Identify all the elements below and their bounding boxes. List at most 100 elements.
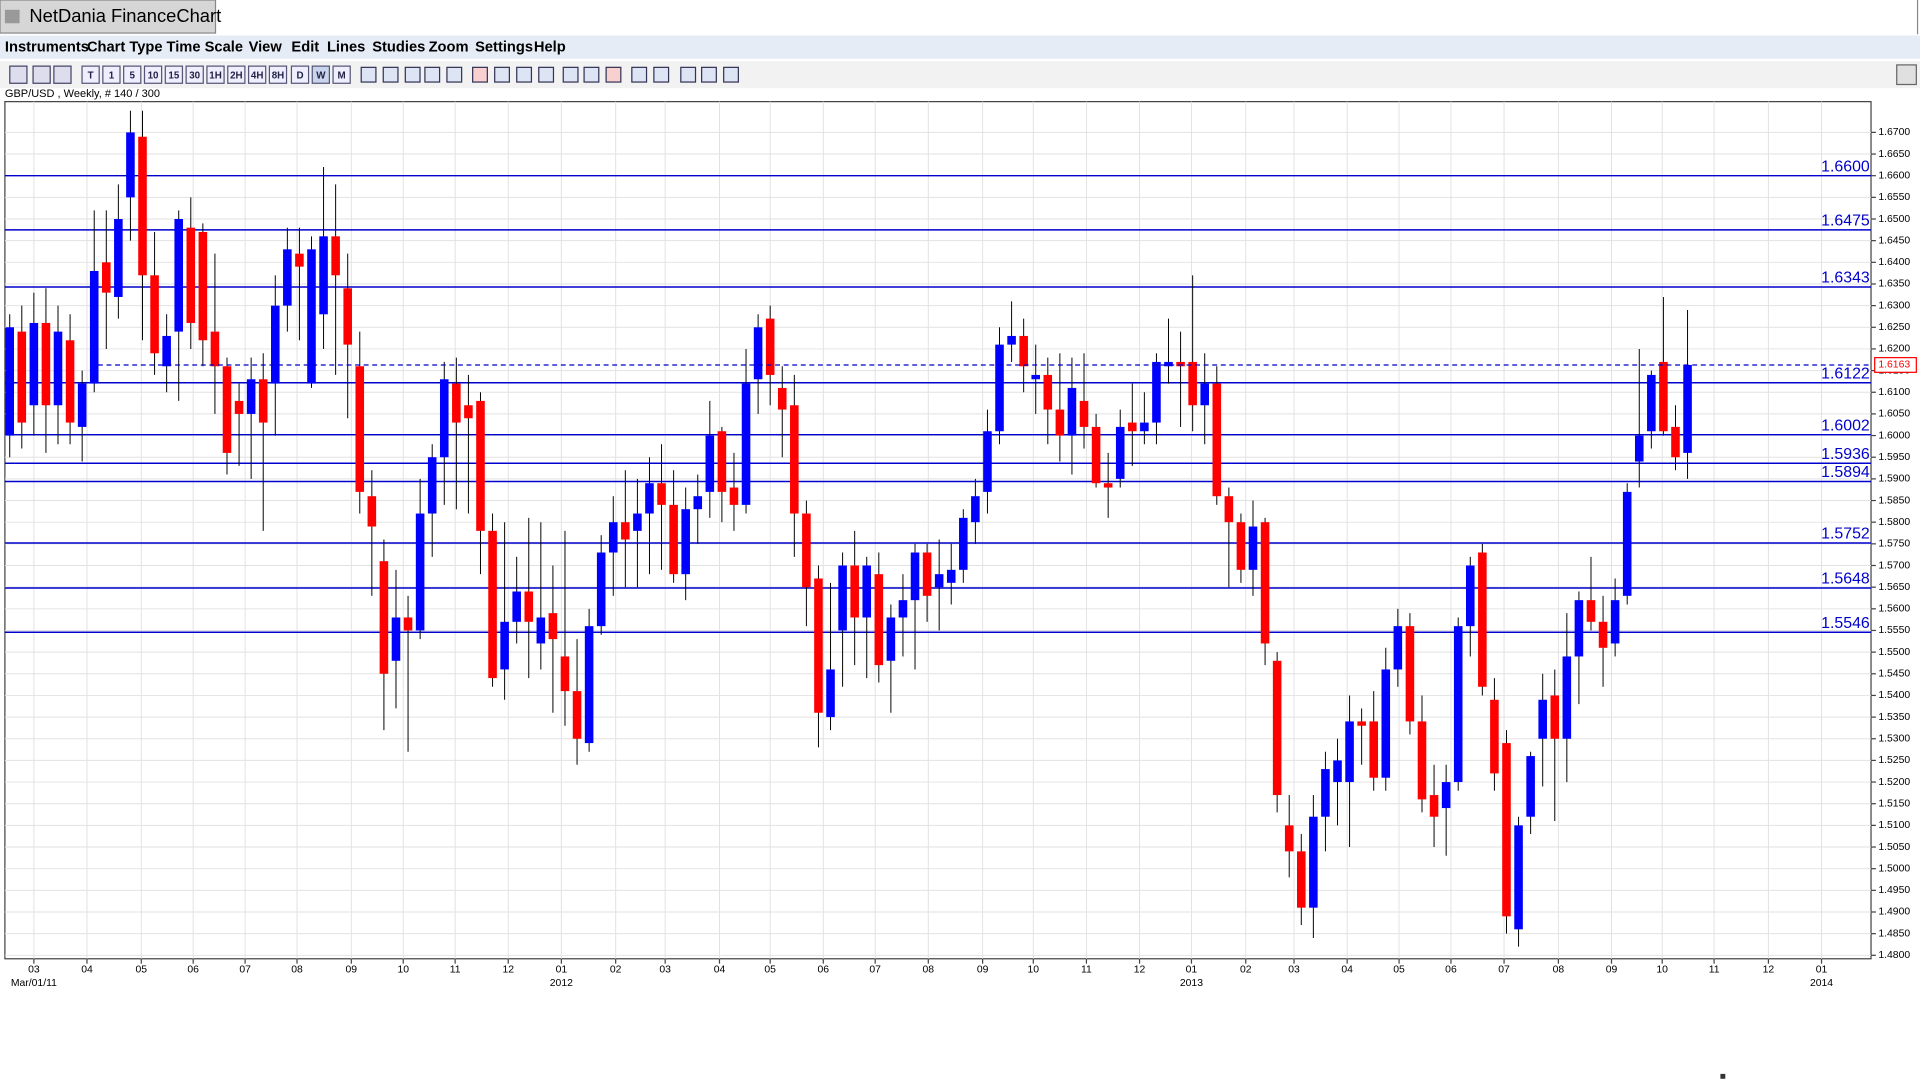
tool-icon[interactable] bbox=[538, 66, 555, 83]
timescale-button[interactable] bbox=[123, 65, 142, 84]
candle-body bbox=[1622, 491, 1632, 596]
timescale-button[interactable] bbox=[311, 65, 330, 84]
candle-body bbox=[114, 219, 123, 297]
x-tick-label: 07 bbox=[869, 965, 881, 976]
timescale-button[interactable] bbox=[143, 65, 163, 84]
y-tick-label: 1.5150 bbox=[1878, 798, 1910, 809]
y-tick-label: 1.6650 bbox=[1878, 149, 1910, 160]
tool-icon[interactable] bbox=[9, 65, 28, 84]
timescale-label[interactable]: W bbox=[316, 71, 326, 82]
tool-icon[interactable] bbox=[701, 66, 717, 83]
y-tick-label: 1.5000 bbox=[1878, 863, 1910, 874]
tool-icon[interactable] bbox=[424, 66, 441, 83]
candle-body bbox=[862, 565, 872, 618]
timescale-label[interactable]: 1 bbox=[109, 71, 115, 82]
menu-item[interactable]: Studies bbox=[372, 40, 425, 56]
candle-body bbox=[946, 569, 956, 583]
tool-icon[interactable] bbox=[605, 66, 622, 83]
timescale-button[interactable] bbox=[81, 65, 100, 84]
candle-body bbox=[1598, 621, 1608, 648]
candle-body bbox=[1453, 626, 1463, 783]
candle-body bbox=[379, 561, 389, 674]
timescale-label[interactable]: 1H bbox=[209, 71, 222, 82]
candle-body bbox=[572, 691, 582, 739]
x-tick-label: 12 bbox=[502, 965, 514, 976]
candle-body bbox=[995, 344, 1004, 432]
tool-icon[interactable] bbox=[562, 66, 579, 83]
menu-item[interactable]: Zoom bbox=[429, 40, 469, 56]
timescale-label[interactable]: 15 bbox=[168, 71, 179, 82]
menu-item[interactable]: Chart Type bbox=[87, 40, 163, 56]
candle-body bbox=[17, 331, 27, 423]
candle-body bbox=[934, 574, 944, 588]
timescale-button[interactable] bbox=[102, 65, 121, 84]
x-tick-label: 02 bbox=[1240, 965, 1252, 976]
timescale-button[interactable] bbox=[164, 65, 184, 84]
tool-icon[interactable] bbox=[472, 66, 488, 83]
candle-body bbox=[1647, 374, 1656, 432]
candle-body bbox=[89, 270, 99, 384]
candle-body bbox=[1526, 756, 1535, 817]
tool-icon[interactable] bbox=[382, 66, 399, 83]
timescale-label[interactable]: M bbox=[338, 71, 346, 82]
timescale-label[interactable]: 8H bbox=[272, 71, 285, 82]
candle-body bbox=[1405, 626, 1415, 722]
tool-icon[interactable] bbox=[446, 66, 463, 83]
candle-body bbox=[1019, 335, 1028, 367]
tool-icon[interactable] bbox=[32, 65, 51, 84]
menu-item[interactable]: View bbox=[249, 40, 283, 56]
timescale-label[interactable]: 2H bbox=[230, 71, 243, 82]
level-label: 1.6600 bbox=[1821, 158, 1870, 175]
level-label: 1.5936 bbox=[1821, 446, 1870, 463]
candle-body bbox=[681, 509, 690, 575]
timescale-label[interactable]: T bbox=[88, 71, 94, 82]
tool-icon[interactable] bbox=[631, 66, 648, 83]
candle-body bbox=[1272, 660, 1282, 796]
tool-icon[interactable] bbox=[404, 66, 421, 83]
tool-icon[interactable] bbox=[516, 66, 533, 83]
timescale-label[interactable]: 5 bbox=[130, 71, 136, 82]
candle-body bbox=[512, 591, 521, 622]
timescale-button[interactable] bbox=[268, 65, 288, 84]
y-tick-label: 1.5800 bbox=[1878, 517, 1910, 528]
x-tick-label: 01 bbox=[1816, 965, 1828, 976]
menu-item[interactable]: Edit bbox=[291, 40, 319, 56]
y-tick-label: 1.5350 bbox=[1878, 712, 1910, 723]
timescale-button[interactable] bbox=[332, 65, 351, 84]
tool-icon[interactable] bbox=[494, 66, 510, 83]
level-label: 1.6122 bbox=[1821, 365, 1870, 382]
tool-icon[interactable] bbox=[53, 65, 72, 84]
y-tick-label: 1.5300 bbox=[1878, 734, 1910, 745]
timescale-label[interactable]: 4H bbox=[251, 71, 264, 82]
timescale-button[interactable] bbox=[247, 65, 267, 84]
candle-body bbox=[391, 617, 401, 661]
menu-item[interactable]: Lines bbox=[327, 40, 365, 56]
timescale-button[interactable] bbox=[290, 65, 310, 84]
y-tick-label: 1.6400 bbox=[1878, 257, 1910, 268]
tool-icon[interactable] bbox=[583, 66, 600, 83]
candle-body bbox=[753, 327, 763, 380]
timescale-button[interactable] bbox=[206, 65, 225, 84]
menu-item[interactable]: Time Scale bbox=[167, 40, 243, 56]
candle-body bbox=[1031, 374, 1041, 380]
tool-icon[interactable] bbox=[360, 66, 377, 83]
timescale-button[interactable] bbox=[185, 65, 204, 84]
menu-item[interactable]: Instruments bbox=[5, 40, 89, 56]
timescale-button[interactable] bbox=[227, 65, 246, 84]
timescale-label[interactable]: D bbox=[296, 71, 303, 82]
timescale-label[interactable]: 30 bbox=[189, 71, 200, 82]
candle-body bbox=[452, 383, 461, 423]
timescale-label[interactable]: 10 bbox=[148, 71, 159, 82]
menu-item[interactable]: Settings bbox=[475, 40, 533, 56]
tool-icon[interactable] bbox=[723, 66, 739, 83]
panel-button[interactable] bbox=[1896, 64, 1917, 86]
x-tick-label: 10 bbox=[1028, 965, 1040, 976]
y-tick-label: 1.5650 bbox=[1878, 582, 1910, 593]
tool-icon[interactable] bbox=[653, 66, 670, 83]
menu-item[interactable]: Help bbox=[534, 40, 566, 56]
candle-body bbox=[959, 517, 968, 570]
tool-icon[interactable] bbox=[680, 66, 697, 83]
candle-body bbox=[1381, 669, 1391, 778]
candle-body bbox=[439, 379, 449, 458]
y-tick-label: 1.5750 bbox=[1878, 539, 1910, 550]
